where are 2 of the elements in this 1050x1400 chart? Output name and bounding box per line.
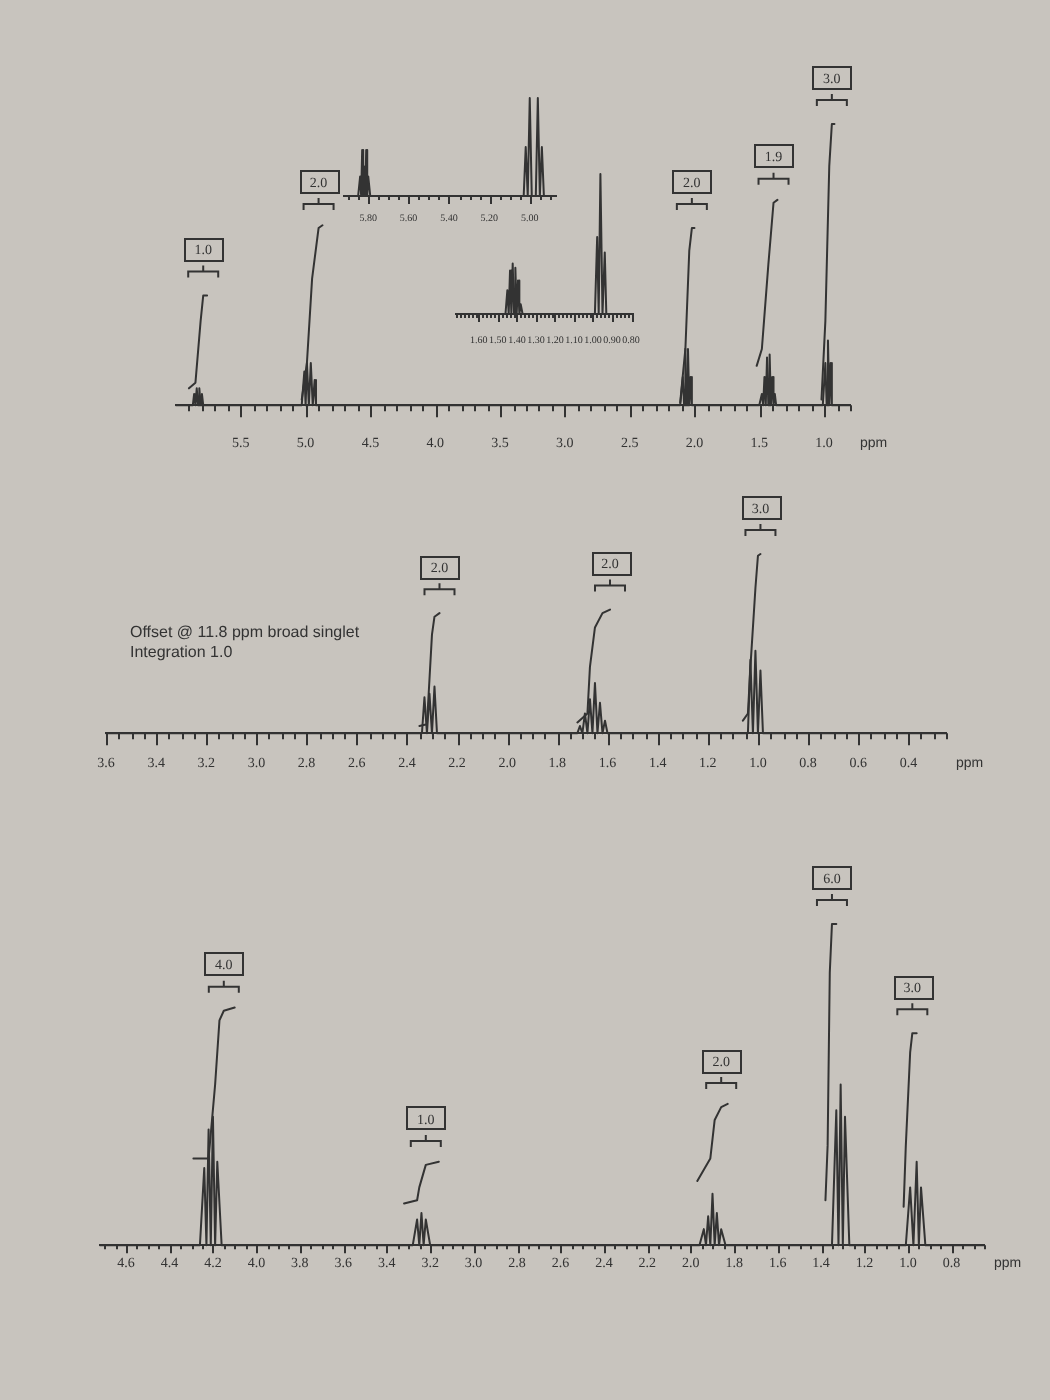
annotation: Integration 1.0 <box>130 643 234 662</box>
annotation: Offset @ 11.8 ppm broad singlet <box>130 623 361 642</box>
